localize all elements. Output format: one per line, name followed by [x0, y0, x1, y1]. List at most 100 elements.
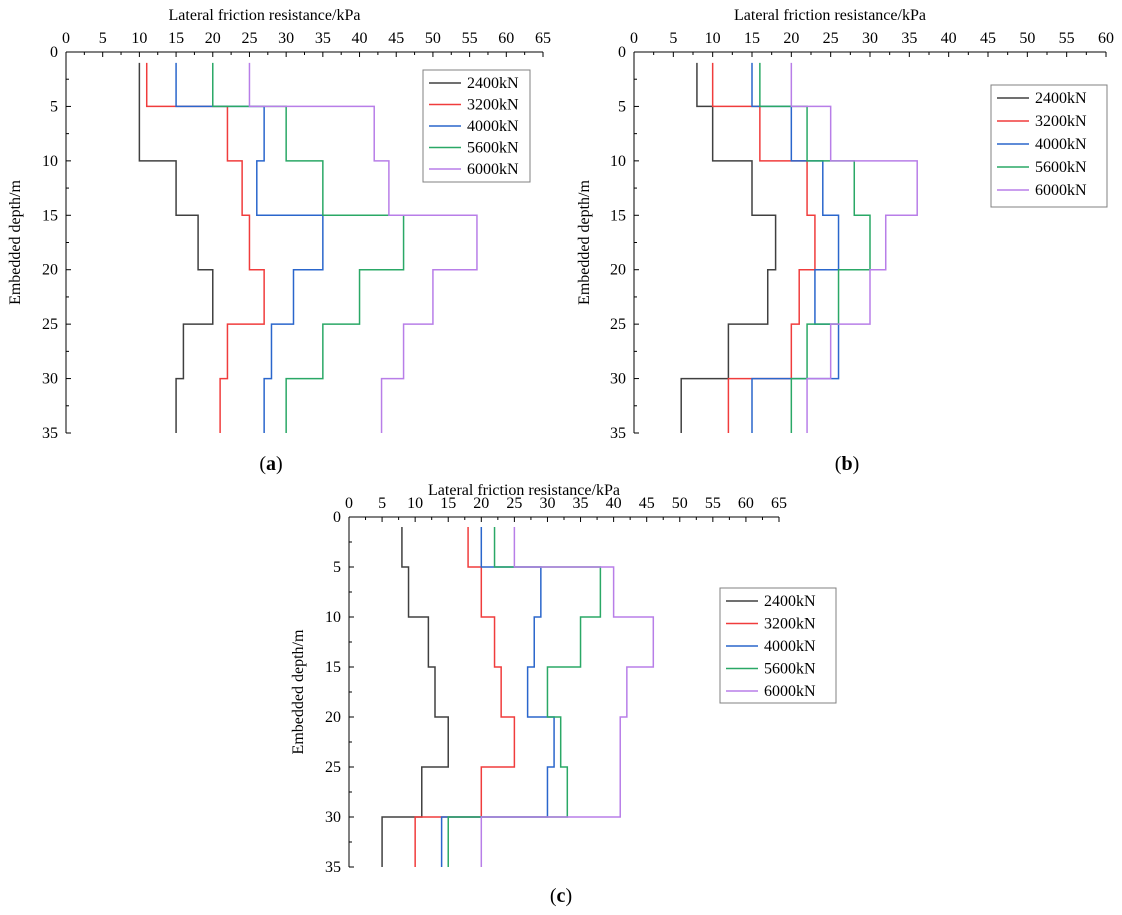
- legend-label-5600kN: 5600kN: [1035, 159, 1087, 176]
- series-line-5600kN: [212, 62, 405, 433]
- x-axis-title: Lateral friction resistance/kPa: [169, 7, 361, 24]
- series-line-3200kN: [145, 62, 265, 433]
- legend-label-3200kN: 3200kN: [467, 97, 519, 114]
- series-line-2400kN: [680, 62, 777, 433]
- x-tick-label: 10: [705, 30, 721, 47]
- x-tick-label: 50: [672, 495, 688, 512]
- y-tick-label: 0: [333, 509, 341, 526]
- x-tick-label: 55: [1059, 30, 1075, 47]
- y-tick-label: 35: [325, 859, 341, 876]
- x-tick-label: 30: [862, 30, 878, 47]
- series-line-5600kN: [447, 527, 602, 867]
- x-tick-label: 0: [630, 30, 638, 47]
- y-axis-title: Embedded depth/m: [576, 180, 593, 305]
- y-tick-label: 10: [610, 153, 626, 170]
- series-line-2400kN: [381, 527, 449, 867]
- x-tick-label: 5: [669, 30, 677, 47]
- x-tick-label: 10: [131, 30, 147, 47]
- y-tick-label: 20: [610, 262, 626, 279]
- y-tick-label: 5: [333, 559, 341, 576]
- panel-caption: (a): [259, 453, 282, 475]
- y-axis-title: Embedded depth/m: [290, 629, 307, 754]
- x-tick-label: 45: [388, 30, 404, 47]
- panel-caption: (b): [835, 453, 859, 475]
- series-line-4000kN: [751, 62, 840, 433]
- x-tick-label: 25: [241, 30, 257, 47]
- x-tick-label: 60: [498, 30, 514, 47]
- x-tick-label: 0: [62, 30, 70, 47]
- legend-label-2400kN: 2400kN: [764, 593, 816, 610]
- y-tick-label: 25: [325, 759, 341, 776]
- y-tick-label: 20: [42, 262, 58, 279]
- legend-label-4000kN: 4000kN: [467, 118, 519, 135]
- legend-label-5600kN: 5600kN: [467, 140, 519, 157]
- x-tick-label: 15: [744, 30, 760, 47]
- legend-box: [990, 84, 1108, 208]
- x-tick-label: 5: [378, 495, 386, 512]
- x-tick-label: 65: [535, 30, 551, 47]
- legend-label-4000kN: 4000kN: [764, 638, 816, 655]
- x-tick-label: 15: [168, 30, 184, 47]
- x-tick-label: 35: [573, 495, 589, 512]
- legend-label-5600kN: 5600kN: [764, 661, 816, 678]
- y-tick-label: 25: [42, 316, 58, 333]
- legend-label-6000kN: 6000kN: [764, 683, 816, 700]
- legend-label-6000kN: 6000kN: [467, 161, 519, 178]
- y-axis-title: Embedded depth/m: [7, 180, 24, 305]
- series-line-3200kN: [711, 62, 816, 433]
- x-tick-label: 0: [345, 495, 353, 512]
- x-tick-label: 15: [440, 495, 456, 512]
- y-tick-label: 0: [50, 44, 58, 61]
- x-tick-label: 45: [639, 495, 655, 512]
- legend-label-6000kN: 6000kN: [1035, 182, 1087, 199]
- x-tick-label: 55: [705, 495, 721, 512]
- x-tick-label: 60: [1098, 30, 1114, 47]
- y-tick-label: 35: [610, 425, 626, 442]
- y-tick-label: 0: [618, 44, 626, 61]
- series-line-3200kN: [414, 527, 516, 867]
- panel-c: 0 5 10 15 20 25 30 35 40 45 50 55 60 65 0 5 10 15 20 25 30 35…: [290, 482, 837, 907]
- series-line-5600kN: [759, 62, 871, 433]
- legend-label-3200kN: 3200kN: [1035, 113, 1087, 130]
- y-tick-label: 35: [42, 425, 58, 442]
- x-tick-label: 55: [462, 30, 478, 47]
- x-tick-label: 20: [205, 30, 221, 47]
- y-tick-label: 10: [42, 153, 58, 170]
- y-tick-label: 15: [610, 207, 626, 224]
- x-tick-label: 60: [738, 495, 754, 512]
- x-tick-label: 40: [606, 495, 622, 512]
- legend-label-3200kN: 3200kN: [764, 616, 816, 633]
- x-tick-label: 65: [771, 495, 787, 512]
- x-tick-label: 35: [315, 30, 331, 47]
- series-line-6000kN: [480, 527, 655, 867]
- x-tick-label: 10: [407, 495, 423, 512]
- x-tick-label: 40: [352, 30, 368, 47]
- y-tick-label: 30: [42, 371, 58, 388]
- series-line-2400kN: [138, 62, 214, 433]
- series-line-4000kN: [440, 527, 555, 867]
- y-tick-label: 30: [610, 371, 626, 388]
- panel-a: 0 5 10 15 20 25 30 35 40 45 50 55 60 65 0 5 10 15 20 25 30 35…: [7, 7, 551, 475]
- x-tick-label: 50: [1019, 30, 1035, 47]
- y-tick-label: 30: [325, 809, 341, 826]
- y-tick-label: 5: [618, 98, 626, 115]
- x-tick-label: 30: [539, 495, 555, 512]
- x-tick-label: 40: [941, 30, 957, 47]
- panel-b: 0 5 10 15 20 25 30 35 40 45 50 55 60 0 5 10 15 20 25 30 35 La…: [576, 7, 1114, 475]
- y-tick-label: 20: [325, 709, 341, 726]
- x-tick-label: 5: [99, 30, 107, 47]
- y-tick-label: 15: [325, 659, 341, 676]
- x-tick-label: 30: [278, 30, 294, 47]
- x-tick-label: 25: [823, 30, 839, 47]
- y-tick-label: 15: [42, 207, 58, 224]
- x-axis-title: Lateral friction resistance/kPa: [428, 482, 620, 499]
- x-tick-label: 20: [783, 30, 799, 47]
- panel-caption: (c): [550, 885, 572, 907]
- series-line-6000kN: [790, 62, 918, 433]
- series-line-4000kN: [175, 62, 324, 433]
- x-axis-title: Lateral friction resistance/kPa: [734, 7, 926, 24]
- x-tick-label: 50: [425, 30, 441, 47]
- x-tick-label: 25: [506, 495, 522, 512]
- y-tick-label: 25: [610, 316, 626, 333]
